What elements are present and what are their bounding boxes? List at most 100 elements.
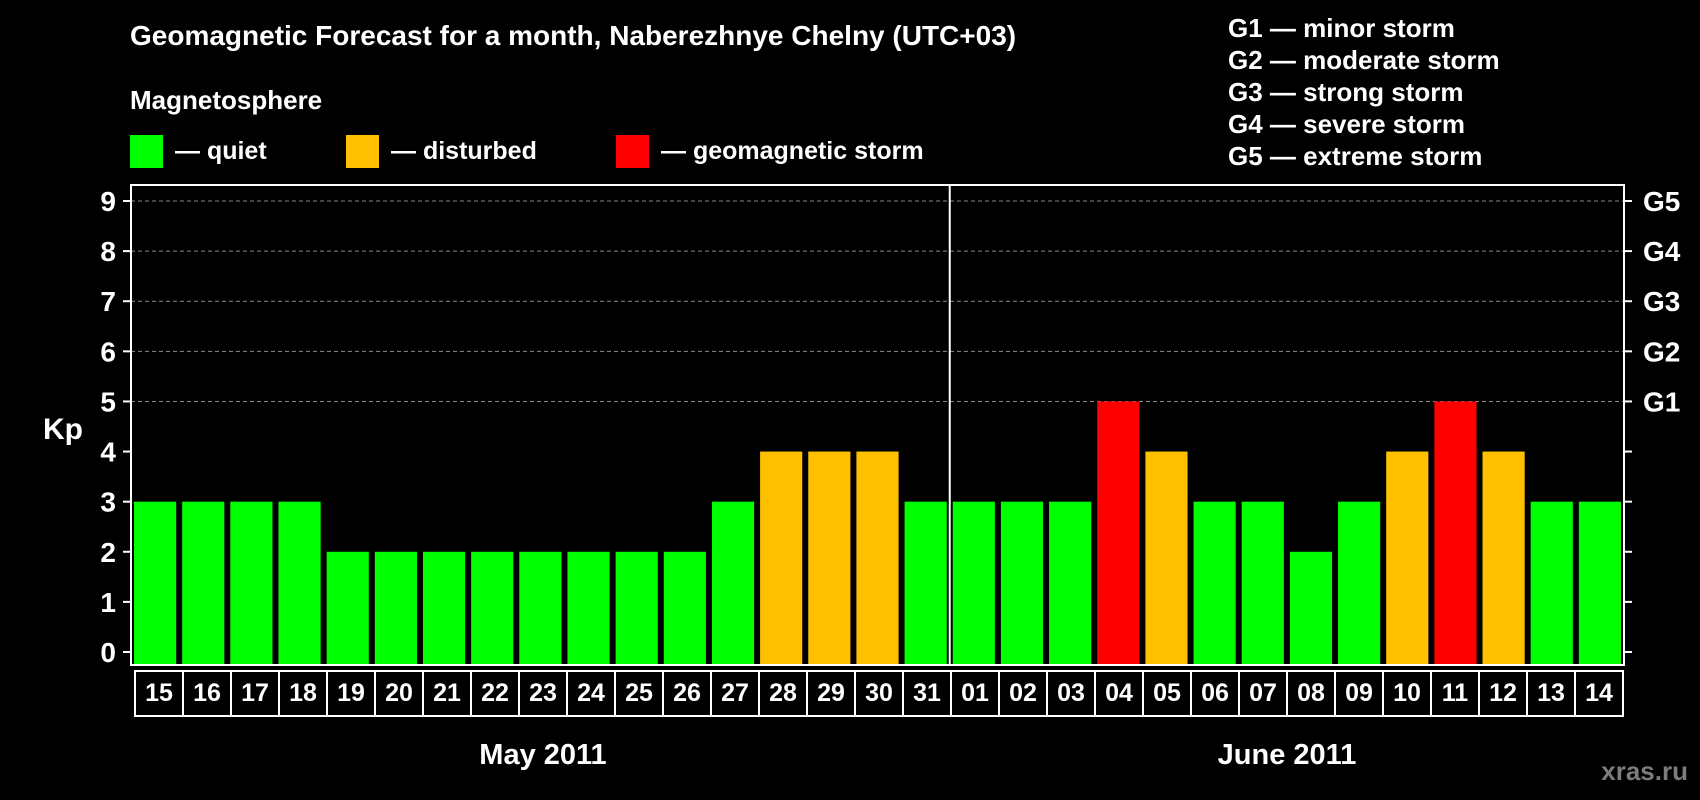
y-tick-label-5: 5: [100, 386, 116, 417]
storm-scale-g1: G1 — minor storm: [1228, 13, 1455, 43]
legend-label-quiet: — quiet: [175, 136, 267, 165]
x-tick-label-26: 26: [673, 679, 701, 707]
bar-27: [711, 501, 755, 665]
legend-item-quiet: — quiet: [130, 134, 267, 168]
x-tick-label-15: 15: [145, 679, 173, 707]
bar-20: [374, 551, 417, 665]
x-tick-label-31: 31: [913, 679, 941, 707]
storm-scale-g2: G2 — moderate storm: [1228, 45, 1500, 75]
x-tick-label-04: 04: [1105, 679, 1133, 707]
y-tick-label-9: 9: [100, 186, 116, 217]
bar-17: [230, 501, 273, 665]
y-tick-label-7: 7: [100, 286, 116, 317]
legend-label-storm: — geomagnetic storm: [661, 136, 924, 165]
x-tick-label-03: 03: [1057, 679, 1085, 707]
right-axis-label-g1: G1: [1643, 386, 1680, 417]
x-tick-label-17: 17: [241, 679, 269, 707]
x-tick-label-29: 29: [817, 679, 845, 707]
x-tick-label-14: 14: [1585, 679, 1613, 707]
legend-label-disturbed: — disturbed: [391, 136, 537, 165]
bar-01: [952, 501, 995, 665]
bar-02: [1000, 501, 1044, 665]
bar-14: [1578, 501, 1621, 665]
y-tick-label-1: 1: [100, 587, 116, 618]
storm-scale-g3: G3 — strong storm: [1228, 77, 1464, 107]
x-tick-label-28: 28: [769, 679, 797, 707]
x-tick-label-07: 07: [1249, 679, 1277, 707]
bar-26: [663, 551, 706, 665]
bar-28: [760, 451, 803, 665]
bar-06: [1193, 501, 1236, 665]
y-tick-label-2: 2: [100, 537, 116, 568]
y-tick-label-0: 0: [100, 637, 116, 668]
x-tick-label-21: 21: [433, 679, 461, 707]
right-axis-label-g4: G4: [1643, 236, 1681, 267]
month-label-0: May 2011: [479, 739, 606, 771]
bar-29: [808, 451, 851, 665]
legend-swatch-disturbed: [346, 134, 379, 168]
x-tick-label-25: 25: [625, 679, 653, 707]
chart-title: Geomagnetic Forecast for a month, Nabere…: [130, 20, 1017, 51]
bar-25: [615, 551, 658, 665]
x-tick-label-08: 08: [1297, 679, 1325, 707]
x-tick-label-22: 22: [481, 679, 509, 707]
x-tick-label-10: 10: [1393, 679, 1421, 707]
bar-10: [1386, 451, 1429, 665]
right-axis-label-g5: G5: [1643, 186, 1680, 217]
x-tick-label-09: 09: [1345, 679, 1373, 707]
bar-16: [182, 501, 225, 665]
bar-08: [1289, 551, 1333, 665]
month-label-1: June 2011: [1218, 739, 1357, 771]
y-tick-label-3: 3: [100, 487, 116, 518]
storm-scale-g5: G5 — extreme storm: [1228, 141, 1483, 171]
bar-21: [422, 551, 466, 665]
bar-30: [856, 451, 899, 665]
bar-22: [471, 551, 514, 665]
x-tick-label-16: 16: [193, 679, 221, 707]
legend-heading: Magnetosphere: [130, 85, 323, 115]
x-tick-label-11: 11: [1442, 679, 1469, 707]
y-tick-label-6: 6: [100, 336, 116, 367]
bar-09: [1338, 501, 1381, 665]
bar-31: [904, 501, 947, 665]
x-tick-label-19: 19: [337, 679, 365, 707]
x-tick-label-01: 01: [961, 679, 989, 707]
x-tick-label-12: 12: [1489, 679, 1517, 707]
bar-23: [519, 551, 562, 665]
bar-13: [1530, 501, 1573, 665]
legend-swatch-storm: [616, 134, 649, 168]
bar-18: [278, 501, 321, 665]
bar-05: [1145, 451, 1188, 665]
x-tick-label-27: 27: [721, 679, 749, 707]
plot-frame: [130, 184, 1625, 666]
bar-19: [326, 551, 369, 665]
x-tick-label-02: 02: [1009, 679, 1037, 707]
date-row-frame: [134, 670, 1624, 717]
y-axis-label: Kp: [43, 413, 83, 446]
bar-24: [567, 551, 610, 665]
legend-item-storm: — geomagnetic storm: [616, 134, 924, 168]
x-tick-label-30: 30: [865, 679, 893, 707]
y-tick-label-4: 4: [100, 437, 116, 468]
storm-scale-g4: G4 — severe storm: [1228, 109, 1466, 139]
bar-11: [1434, 401, 1477, 665]
x-tick-label-06: 06: [1201, 679, 1229, 707]
storm-scale-list: G1 — minor storm G2 — moderate storm G3 …: [1228, 12, 1500, 172]
bar-04: [1097, 401, 1140, 665]
legend-swatch-quiet: [130, 134, 163, 168]
x-tick-label-13: 13: [1537, 679, 1565, 707]
bar-15: [134, 501, 177, 665]
bar-07: [1241, 501, 1284, 665]
x-tick-label-05: 05: [1153, 679, 1181, 707]
x-tick-label-24: 24: [577, 679, 605, 707]
right-axis-label-g2: G2: [1643, 336, 1680, 367]
x-tick-label-18: 18: [289, 679, 317, 707]
legend-item-disturbed: — disturbed: [346, 134, 537, 168]
bar-12: [1482, 451, 1525, 665]
x-tick-label-23: 23: [529, 679, 557, 707]
watermark: xras.ru: [1601, 756, 1688, 786]
y-tick-label-8: 8: [100, 236, 116, 267]
bar-03: [1049, 501, 1092, 665]
right-axis-label-g3: G3: [1643, 286, 1680, 317]
